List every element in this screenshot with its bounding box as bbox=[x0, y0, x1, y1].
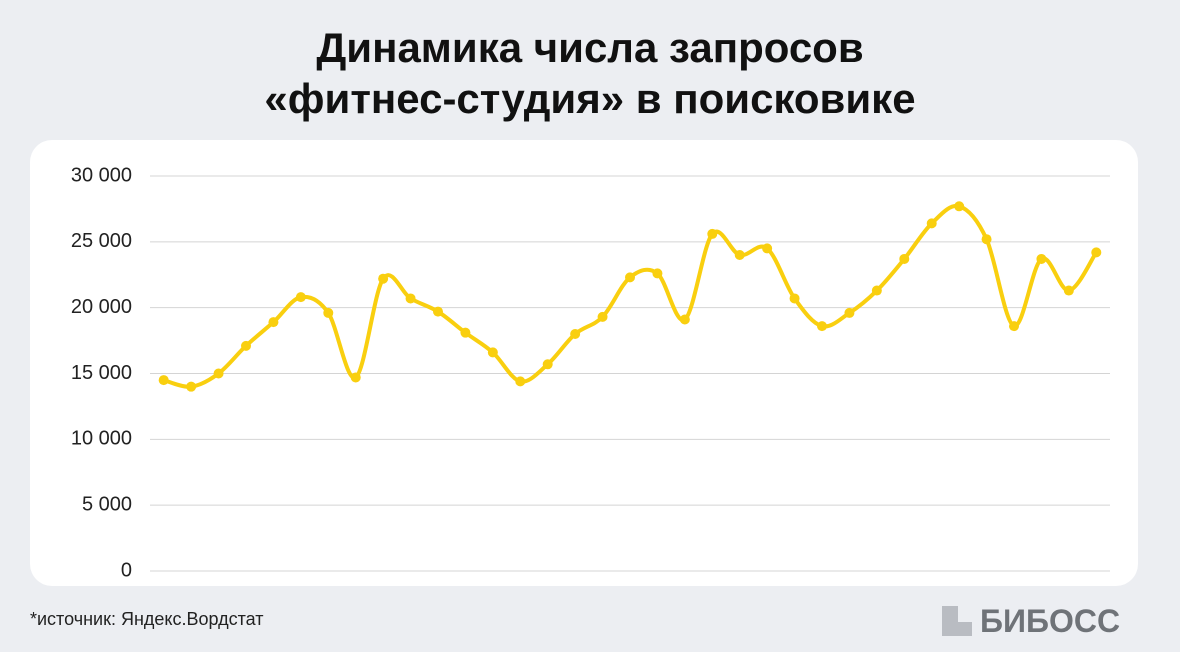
data-point bbox=[460, 327, 471, 338]
data-point bbox=[679, 314, 690, 325]
data-point bbox=[789, 293, 800, 304]
chart-title: Динамика числа запросов bbox=[316, 24, 863, 71]
y-tick-label: 10 000 bbox=[71, 428, 132, 450]
data-point bbox=[899, 253, 910, 264]
data-point bbox=[213, 368, 224, 379]
chart-title: «фитнес-студия» в поисковике bbox=[264, 75, 915, 122]
y-tick-label: 0 bbox=[121, 559, 132, 581]
data-point bbox=[734, 250, 745, 260]
data-point bbox=[323, 307, 334, 318]
data-point bbox=[268, 317, 279, 328]
data-point bbox=[1009, 321, 1019, 332]
y-tick-label: 25 000 bbox=[71, 230, 132, 252]
data-point bbox=[186, 381, 197, 392]
plot-card bbox=[30, 140, 1138, 586]
logo-icon bbox=[942, 606, 972, 636]
data-point bbox=[1063, 285, 1074, 296]
data-point bbox=[487, 347, 498, 358]
data-point bbox=[625, 272, 635, 283]
data-point bbox=[570, 329, 581, 339]
y-tick-label: 30 000 bbox=[71, 164, 132, 186]
y-tick-label: 15 000 bbox=[71, 362, 132, 384]
data-point bbox=[241, 340, 251, 351]
data-point bbox=[405, 293, 416, 304]
data-point bbox=[652, 268, 663, 279]
source-note: *источник: Яндекс.Вордстат bbox=[30, 609, 264, 629]
data-point bbox=[433, 306, 443, 317]
data-point bbox=[981, 234, 992, 245]
data-point bbox=[926, 218, 937, 229]
data-point bbox=[817, 321, 827, 332]
data-point bbox=[762, 243, 773, 254]
y-tick-label: 20 000 bbox=[71, 296, 132, 318]
data-point bbox=[1091, 247, 1102, 258]
data-point bbox=[871, 285, 882, 296]
data-point bbox=[542, 359, 553, 370]
data-point bbox=[158, 375, 169, 386]
data-point bbox=[1036, 253, 1047, 264]
data-point bbox=[954, 201, 965, 212]
data-point bbox=[378, 273, 389, 284]
data-point bbox=[707, 228, 718, 239]
data-point bbox=[844, 307, 855, 318]
logo-text: БИБОСС bbox=[980, 603, 1120, 639]
data-point bbox=[597, 311, 608, 322]
data-point bbox=[295, 292, 306, 303]
data-point bbox=[515, 376, 526, 387]
y-tick-label: 5 000 bbox=[82, 493, 132, 515]
data-point bbox=[350, 372, 361, 383]
